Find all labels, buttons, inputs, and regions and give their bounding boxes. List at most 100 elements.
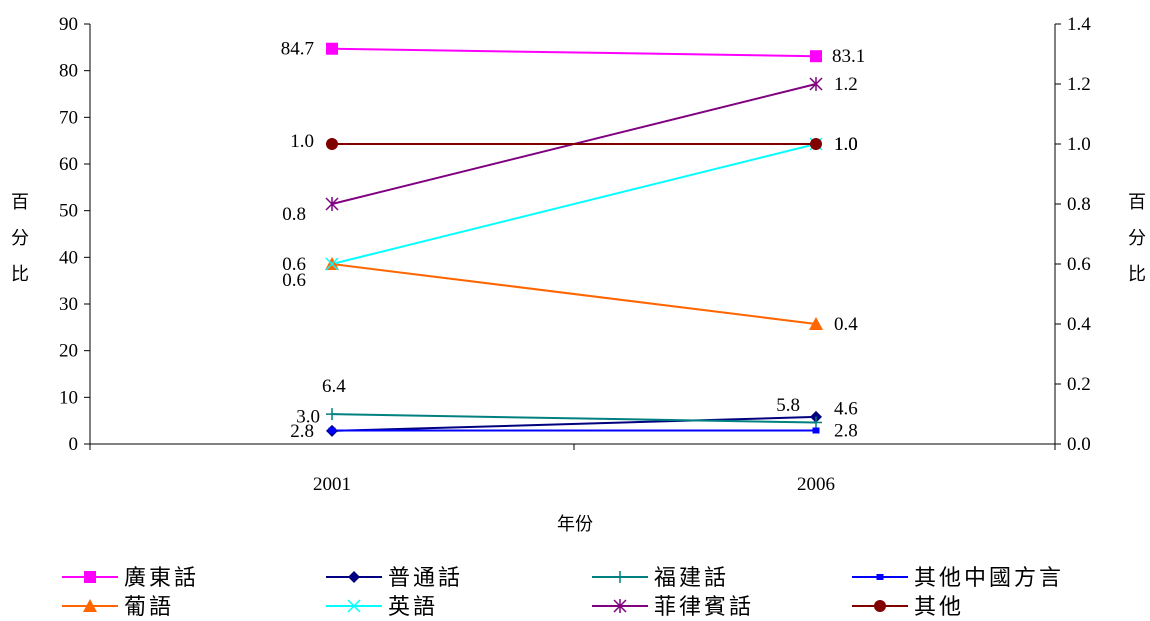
legend-label: 英語 <box>388 594 438 619</box>
y-left-tick-label: 50 <box>59 201 78 222</box>
x-axis-label: 年份 <box>557 514 593 534</box>
marker-shape <box>84 571 96 583</box>
series-line <box>331 143 817 265</box>
legend-label: 其他中國方言 <box>914 565 1064 590</box>
data-label: 2.8 <box>834 421 858 442</box>
y-right-tick-label: 1.4 <box>1067 14 1091 35</box>
series-line <box>331 415 817 432</box>
data-point-marker <box>326 138 338 150</box>
data-label: 5.8 <box>776 395 800 416</box>
x-tick-label: 2006 <box>797 474 835 495</box>
data-label: 1.2 <box>834 74 858 95</box>
y-right-tick-label: 0.0 <box>1067 434 1091 455</box>
axes <box>89 24 1056 445</box>
legend-item: 葡語 <box>62 594 174 619</box>
marker-shape <box>810 416 822 429</box>
y-right-tick-label: 0.8 <box>1067 194 1091 215</box>
y-left-tick-label: 0 <box>69 434 79 455</box>
y-left-tick-label: 80 <box>59 61 78 82</box>
marker-shape <box>809 77 823 91</box>
legend-label: 福建話 <box>654 565 729 590</box>
data-point-marker <box>325 197 339 211</box>
marker-shape <box>326 408 338 421</box>
legend-swatch-marker <box>614 571 626 583</box>
data-label: 1.0 <box>834 134 858 155</box>
marker-shape <box>876 574 884 580</box>
legend-swatch-marker <box>347 599 361 613</box>
data-label: 0.6 <box>282 270 306 291</box>
y-right-tick-label: 1.2 <box>1067 74 1091 95</box>
y-left-tick-label: 40 <box>59 247 78 268</box>
marker-shape <box>325 257 339 271</box>
marker-shape <box>328 427 336 434</box>
marker-shape <box>613 599 627 613</box>
axis-ticks: 0 10 20 30 40 50 60 70 80 90 0.0 0.2 0.4 0.6 0.8 1.0 1.2… <box>59 14 1091 495</box>
data-point-marker <box>809 317 823 330</box>
y-left-tick-label: 20 <box>59 341 78 362</box>
y-label-left-char: 百 <box>11 192 29 212</box>
legend-swatch-marker <box>876 574 884 580</box>
legend-item: 英語 <box>326 594 438 619</box>
y-left-tick-label: 60 <box>59 154 78 175</box>
legend-label: 菲律賓話 <box>654 594 754 619</box>
legend-item: 其他 <box>852 594 964 619</box>
marker-shape <box>812 427 820 434</box>
data-point-marker <box>328 427 336 434</box>
series-line <box>331 47 817 58</box>
y-label-right-char: 比 <box>1128 264 1146 284</box>
data-point-marker <box>326 42 338 55</box>
data-point-marker <box>325 257 339 271</box>
y-right-tick-label: 0.2 <box>1067 374 1091 395</box>
legend-item: 廣東話 <box>62 565 199 590</box>
y-label-left-char: 分 <box>11 228 29 248</box>
y-left-tick-label: 90 <box>59 14 78 35</box>
series-line <box>331 413 817 424</box>
y-left-tick-label: 30 <box>59 294 78 315</box>
marker-shape <box>326 138 338 150</box>
y-left-tick-label: 10 <box>59 387 78 408</box>
marker-shape <box>325 197 339 211</box>
legend-item: 福建話 <box>592 565 729 590</box>
legend-item: 菲律賓話 <box>592 594 754 619</box>
legend-swatch-marker <box>348 571 360 583</box>
marker-shape <box>874 600 886 612</box>
data-point-marker <box>812 427 820 434</box>
legend-label: 葡語 <box>124 594 174 619</box>
marker-shape <box>326 42 338 55</box>
data-label: 0.8 <box>282 204 306 225</box>
legend-label: 廣東話 <box>124 565 199 590</box>
y-label-left-char: 比 <box>11 264 29 284</box>
data-label: 84.7 <box>281 39 314 60</box>
legend-label: 其他 <box>914 594 964 619</box>
legend-swatch-marker <box>84 571 96 583</box>
marker-shape <box>614 571 626 583</box>
data-label: 0.4 <box>834 314 858 335</box>
data-point-marker <box>810 138 822 150</box>
data-label: 1.0 <box>290 131 314 152</box>
data-label: 0.6 <box>282 254 306 275</box>
marker-shape <box>83 599 97 612</box>
data-label: 83.1 <box>832 46 865 67</box>
series-markers <box>325 42 823 437</box>
marker-shape <box>810 138 822 150</box>
legend-label: 普通話 <box>388 565 463 590</box>
data-label: 3.0 <box>296 407 320 428</box>
data-labels: 84.7 83.12.85.86.44.63.02.80.60.40.61.00.… <box>281 39 866 442</box>
marker-shape <box>810 50 822 63</box>
legend-swatch-marker <box>83 599 97 612</box>
data-label: 1.0 <box>834 134 858 155</box>
marker-shape <box>809 317 823 330</box>
y-label-right-char: 分 <box>1128 228 1146 248</box>
data-point-marker <box>809 77 823 91</box>
data-point-marker <box>810 416 822 429</box>
y-axis-label-right: 百分比 <box>1128 192 1146 284</box>
data-label: 4.6 <box>834 399 858 420</box>
legend-swatch-marker <box>613 599 627 613</box>
series-lines <box>331 47 817 432</box>
marker-shape <box>347 599 361 613</box>
data-point-marker <box>326 408 338 421</box>
data-label: 6.4 <box>322 376 346 397</box>
data-point-marker <box>810 50 822 63</box>
